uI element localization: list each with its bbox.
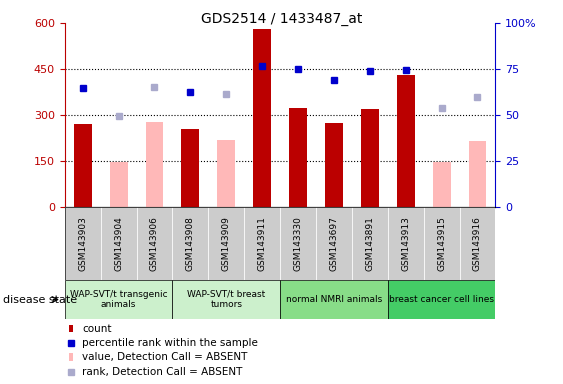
Bar xyxy=(181,129,199,207)
Text: GSM143911: GSM143911 xyxy=(258,217,267,271)
Text: GSM143906: GSM143906 xyxy=(150,217,159,271)
Text: GDS2514 / 1433487_at: GDS2514 / 1433487_at xyxy=(201,12,362,25)
Bar xyxy=(397,75,415,207)
Bar xyxy=(244,207,280,280)
Bar xyxy=(69,353,73,361)
Bar xyxy=(101,207,137,280)
Bar xyxy=(110,162,128,207)
Bar xyxy=(316,207,352,280)
Bar xyxy=(388,207,424,280)
Text: normal NMRI animals: normal NMRI animals xyxy=(286,295,382,304)
Text: value, Detection Call = ABSENT: value, Detection Call = ABSENT xyxy=(82,352,247,362)
Bar xyxy=(137,207,172,280)
Text: GSM143904: GSM143904 xyxy=(114,217,123,271)
Bar xyxy=(424,207,459,280)
Bar xyxy=(65,207,101,280)
Text: breast cancer cell lines: breast cancer cell lines xyxy=(389,295,494,304)
Bar xyxy=(145,122,163,207)
Bar xyxy=(217,140,235,207)
Text: GSM143916: GSM143916 xyxy=(473,217,482,271)
Text: WAP-SVT/t transgenic
animals: WAP-SVT/t transgenic animals xyxy=(70,290,167,309)
Bar xyxy=(172,280,280,319)
Text: disease state: disease state xyxy=(3,295,77,305)
Bar xyxy=(253,29,271,207)
Text: GSM143915: GSM143915 xyxy=(437,217,446,271)
Bar xyxy=(172,207,208,280)
Text: GSM143903: GSM143903 xyxy=(78,217,87,271)
Text: GSM143908: GSM143908 xyxy=(186,217,195,271)
Bar xyxy=(289,108,307,207)
Bar xyxy=(388,280,495,319)
Bar xyxy=(65,280,172,319)
Bar xyxy=(208,207,244,280)
Bar xyxy=(280,207,316,280)
Text: WAP-SVT/t breast
tumors: WAP-SVT/t breast tumors xyxy=(187,290,265,309)
Text: GSM143909: GSM143909 xyxy=(222,217,231,271)
Text: count: count xyxy=(82,323,111,334)
Text: GSM143913: GSM143913 xyxy=(401,217,410,271)
Bar xyxy=(352,207,388,280)
Text: percentile rank within the sample: percentile rank within the sample xyxy=(82,338,258,348)
Bar xyxy=(361,109,379,207)
Bar xyxy=(280,280,388,319)
Text: GSM143697: GSM143697 xyxy=(329,217,338,271)
Bar xyxy=(432,162,450,207)
Text: GSM143891: GSM143891 xyxy=(365,217,374,271)
Text: rank, Detection Call = ABSENT: rank, Detection Call = ABSENT xyxy=(82,367,242,377)
Bar xyxy=(74,124,92,207)
Bar xyxy=(459,207,495,280)
Bar xyxy=(69,324,73,333)
Bar xyxy=(325,123,343,207)
Bar xyxy=(468,141,486,207)
Text: GSM143330: GSM143330 xyxy=(293,217,302,271)
